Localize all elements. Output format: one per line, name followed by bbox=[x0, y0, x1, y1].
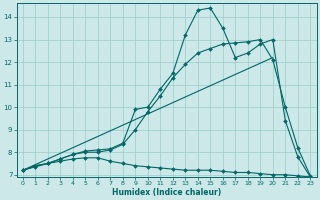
X-axis label: Humidex (Indice chaleur): Humidex (Indice chaleur) bbox=[112, 188, 221, 197]
